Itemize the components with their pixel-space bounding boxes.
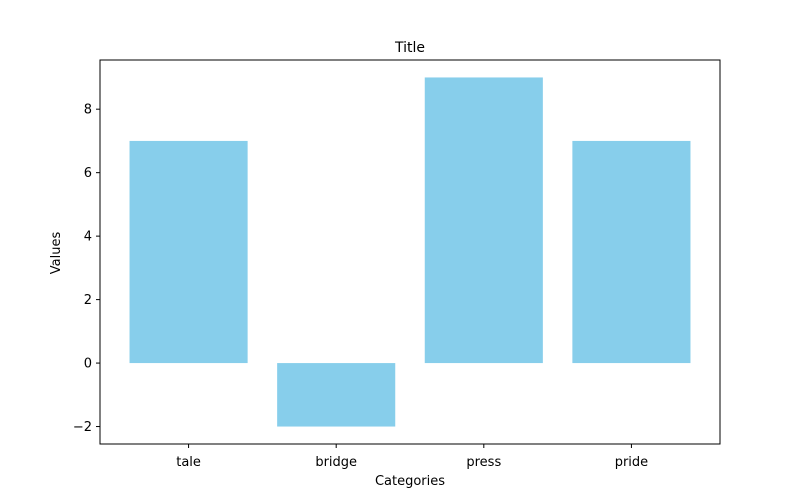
bar-press: [424, 77, 543, 364]
x-tick-label: bridge: [315, 455, 357, 470]
bar-tale: [129, 140, 248, 364]
bar-pride: [572, 140, 691, 364]
bars-layer: [129, 77, 691, 427]
x-ticks-layer: tale bridge press pride: [176, 444, 648, 470]
x-tick-label: press: [466, 455, 501, 470]
chart-title: Title: [394, 40, 425, 56]
y-axis-label: Values: [49, 232, 64, 275]
y-tick-label: 2: [84, 293, 92, 308]
y-tick-label: 4: [84, 230, 92, 245]
y-tick-label: 8: [84, 103, 92, 118]
y-tick-label: −2: [73, 420, 92, 435]
x-tick-label: pride: [615, 455, 648, 470]
bar-bridge: [277, 363, 396, 427]
plot-area-frame: [99, 59, 721, 445]
y-tick-label: 6: [84, 166, 92, 181]
y-tick-label: 0: [84, 357, 92, 372]
x-axis-label: Categories: [375, 474, 445, 489]
y-ticks-layer: −2 0 2 4 6 8: [73, 103, 100, 435]
x-tick-label: tale: [176, 455, 201, 470]
